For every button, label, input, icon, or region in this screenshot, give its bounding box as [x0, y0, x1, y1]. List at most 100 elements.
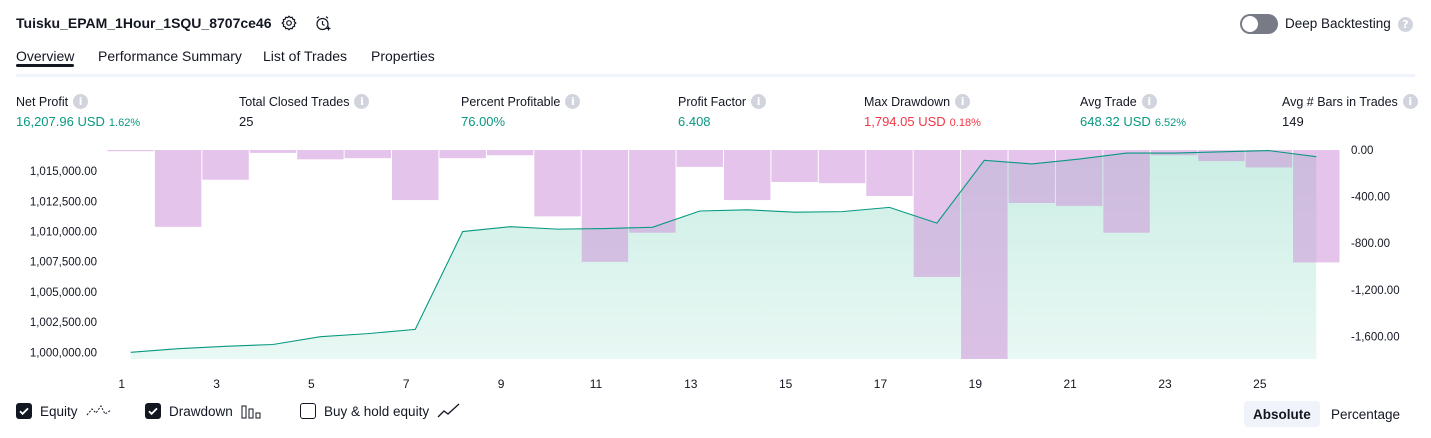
- x-axis-tick-label: 1: [118, 377, 125, 391]
- equity-line-icon: [86, 405, 111, 416]
- help-question-icon[interactable]: ?: [1398, 17, 1413, 32]
- drawdown-bar: [202, 150, 249, 180]
- drawdown-bar: [1055, 150, 1103, 206]
- deep-backtesting-label: Deep Backtesting: [1285, 16, 1391, 31]
- x-axis-tick-label: 7: [403, 377, 410, 391]
- metric-label: Max Drawdown: [864, 94, 951, 109]
- left-axis-tick-label: 1,002,500.00: [30, 317, 97, 329]
- info-icon[interactable]: i: [1141, 94, 1157, 109]
- x-axis-tick-label: 3: [213, 377, 220, 391]
- legend-equity[interactable]: Equity: [16, 403, 112, 419]
- drawdown-bar: [249, 150, 297, 153]
- left-axis-tick-label: 1,007,500.00: [30, 257, 97, 269]
- metric-value: 76.00%: [461, 114, 506, 129]
- metric-label: Avg Trade: [1080, 94, 1137, 109]
- info-icon[interactable]: i: [354, 94, 370, 109]
- right-axis-tick-label: -400.00: [1351, 192, 1390, 204]
- equity-drawdown-chart[interactable]: 1,015,000.00 1,012,500.00 1,010,000.00 1,00…: [0, 140, 1431, 395]
- metric-label: Total Closed Trades: [239, 94, 350, 109]
- x-axis-tick-label: 9: [498, 377, 505, 391]
- metric-value: 16,207.96 USD: [16, 114, 105, 129]
- metric-percent: 1.62%: [108, 117, 141, 129]
- right-axis-tick-label: -1,200.00: [1351, 285, 1400, 297]
- deep-backtesting-toggle[interactable]: [1240, 14, 1278, 34]
- percentage-button[interactable]: Percentage: [1331, 406, 1401, 422]
- metric-value: 648.32 USD: [1080, 114, 1151, 129]
- x-axis-tick-label: 11: [590, 377, 603, 391]
- info-icon[interactable]: i: [73, 94, 89, 109]
- metric-value: 1,794.05 USD: [864, 114, 946, 129]
- drawdown-bar: [1293, 150, 1340, 263]
- equity-line: [130, 150, 1317, 353]
- buy-hold-checkbox[interactable]: [300, 403, 316, 419]
- x-axis-tick-label: 21: [1063, 377, 1077, 391]
- tab-properties[interactable]: Properties: [371, 48, 435, 64]
- x-axis-tick-label: 5: [308, 377, 315, 391]
- metric-label: Percent Profitable: [461, 94, 561, 109]
- metric-value: 149: [1282, 114, 1304, 129]
- metric-value: 6.408: [678, 114, 711, 129]
- drawdown-bar: [629, 150, 676, 233]
- legend-equity-label: Equity: [40, 403, 78, 419]
- left-axis-tick-label: 1,005,000.00: [30, 287, 97, 299]
- drawdown-bar: [154, 150, 202, 227]
- drawdown-bar: [818, 150, 866, 184]
- metric-value: 25: [239, 114, 254, 129]
- drawdown-checkbox[interactable]: [145, 403, 161, 419]
- absolute-button[interactable]: Absolute: [1244, 401, 1320, 427]
- tab-overview[interactable]: Overview: [16, 48, 75, 67]
- drawdown-bar: [344, 150, 392, 159]
- left-axis-tick-label: 1,000,000.00: [30, 347, 97, 359]
- drawdown-bar: [676, 150, 723, 167]
- tab-list-of-trades[interactable]: List of Trades: [263, 48, 348, 64]
- x-axis-tick-label: 23: [1158, 377, 1172, 391]
- metric-label: Profit Factor: [678, 94, 747, 109]
- x-axis-tick-label: 25: [1253, 377, 1267, 391]
- metric-avg-bars-in-trades: Avg # Bars in Trades i 149: [1282, 94, 1418, 129]
- drawdown-bar: [771, 150, 818, 183]
- drawdown-bar: [534, 150, 581, 217]
- metric-max-drawdown: Max Drawdown i 1,794.05 USD 0.18%: [864, 94, 981, 129]
- drawdown-bar: [1103, 150, 1150, 233]
- drawdown-bars-icon: [241, 405, 261, 419]
- drawdown-bar: [581, 150, 629, 262]
- x-axis-tick-label: 17: [874, 377, 888, 391]
- buy-hold-line-icon: [437, 403, 460, 418]
- metric-net-profit: Net Profit i 16,207.96 USD 1.62%: [16, 94, 140, 129]
- metric-profit-factor: Profit Factor i 6.408: [678, 94, 767, 129]
- left-axis-tick-label: 1,010,000.00: [30, 227, 97, 239]
- tab-performance-summary[interactable]: Performance Summary: [98, 48, 242, 64]
- drawdown-bar: [297, 150, 344, 160]
- legend-buy-hold[interactable]: Buy & hold equity: [300, 403, 461, 419]
- left-axis-tick-label: 1,012,500.00: [30, 196, 97, 208]
- drawdown-bar: [724, 150, 771, 201]
- alarm-clock-add-icon[interactable]: [313, 13, 333, 33]
- legend-buy-hold-label: Buy & hold equity: [324, 403, 430, 419]
- equity-checkbox[interactable]: [16, 403, 32, 419]
- metric-percent: 6.52%: [1154, 117, 1187, 129]
- drawdown-bar: [1245, 150, 1293, 168]
- metric-percent: 0.18%: [949, 117, 981, 129]
- info-icon[interactable]: i: [565, 94, 581, 109]
- metric-total-closed-trades: Total Closed Trades i 25: [239, 94, 370, 129]
- tab-bar: Overview Performance Summary List of Tra…: [16, 48, 1415, 77]
- x-axis-tick-label: 13: [684, 377, 698, 391]
- settings-gear-icon[interactable]: [279, 13, 299, 33]
- drawdown-bar: [1198, 150, 1245, 162]
- drawdown-bar: [486, 150, 534, 156]
- x-axis-tick-label: 15: [779, 377, 793, 391]
- x-axis-tick-label: 19: [969, 377, 983, 391]
- drawdown-bar: [439, 150, 486, 159]
- drawdown-bar: [913, 150, 961, 277]
- strategy-title: Tuisku_EPAM_1Hour_1SQU_8707ce46: [16, 15, 272, 31]
- info-icon[interactable]: i: [1402, 94, 1418, 109]
- drawdown-bar: [107, 150, 154, 152]
- drawdown-bar: [866, 150, 913, 197]
- drawdown-bar: [1008, 150, 1055, 204]
- info-icon[interactable]: i: [751, 94, 767, 109]
- toggle-knob: [1242, 16, 1258, 32]
- right-axis-tick-label: -1,600.00: [1351, 331, 1400, 343]
- drawdown-bar: [392, 150, 439, 201]
- info-icon[interactable]: i: [955, 94, 971, 109]
- legend-drawdown[interactable]: Drawdown: [145, 403, 263, 419]
